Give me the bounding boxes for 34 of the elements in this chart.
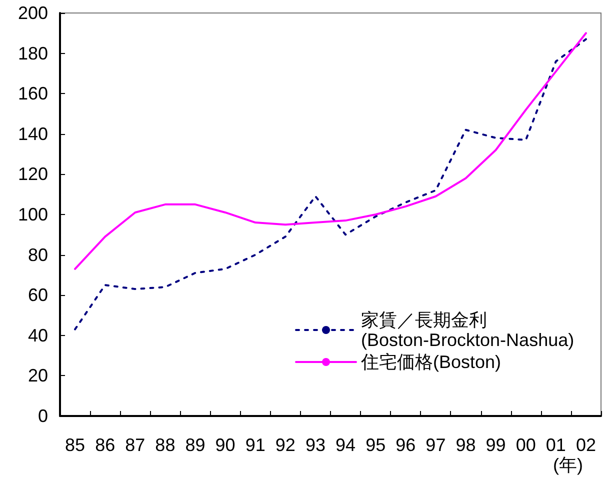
x-tick-label: 95 (366, 435, 386, 455)
y-tick-label: 100 (18, 204, 48, 224)
x-tick-label: 02 (576, 435, 596, 455)
x-tick-label: 97 (426, 435, 446, 455)
y-tick-label: 20 (28, 366, 48, 386)
line-series (74, 38, 587, 330)
x-tick-label: 94 (336, 435, 356, 455)
x-tick-label: 96 (396, 435, 416, 455)
y-tick-label: 140 (18, 124, 48, 144)
line-series (74, 32, 587, 270)
y-tick-label: 180 (18, 43, 48, 64)
x-tick-label: 93 (305, 435, 326, 455)
y-tick-label: 60 (28, 285, 48, 306)
y-tick-label: 200 (18, 3, 48, 23)
x-axis-title: (年) (553, 455, 583, 475)
x-tick-label: 92 (275, 435, 296, 455)
x-tick-label: 91 (245, 435, 266, 455)
x-tick-label: 86 (95, 435, 116, 455)
legend-label: 家賃／長期金利(Boston-Brockton-Nashua) (361, 310, 574, 350)
y-tick-label: 0 (38, 406, 48, 426)
x-tick-label: 00 (516, 435, 536, 455)
x-tick-label: 01 (546, 435, 566, 455)
y-tick-label: 120 (18, 164, 48, 184)
x-tick-label: 98 (456, 435, 476, 455)
x-tick-label: 85 (65, 435, 86, 455)
legend-label: 住宅価格(Boston) (360, 352, 502, 372)
x-tick-label: 99 (486, 435, 506, 455)
x-tick-label: 88 (155, 435, 176, 455)
x-tick-label: 89 (185, 435, 206, 455)
y-tick-label: 40 (28, 325, 48, 346)
x-tick-label: 87 (125, 435, 146, 455)
y-tick-label: 160 (18, 84, 48, 104)
x-tick-label: 90 (215, 435, 236, 455)
y-tick-label: 80 (28, 244, 48, 265)
